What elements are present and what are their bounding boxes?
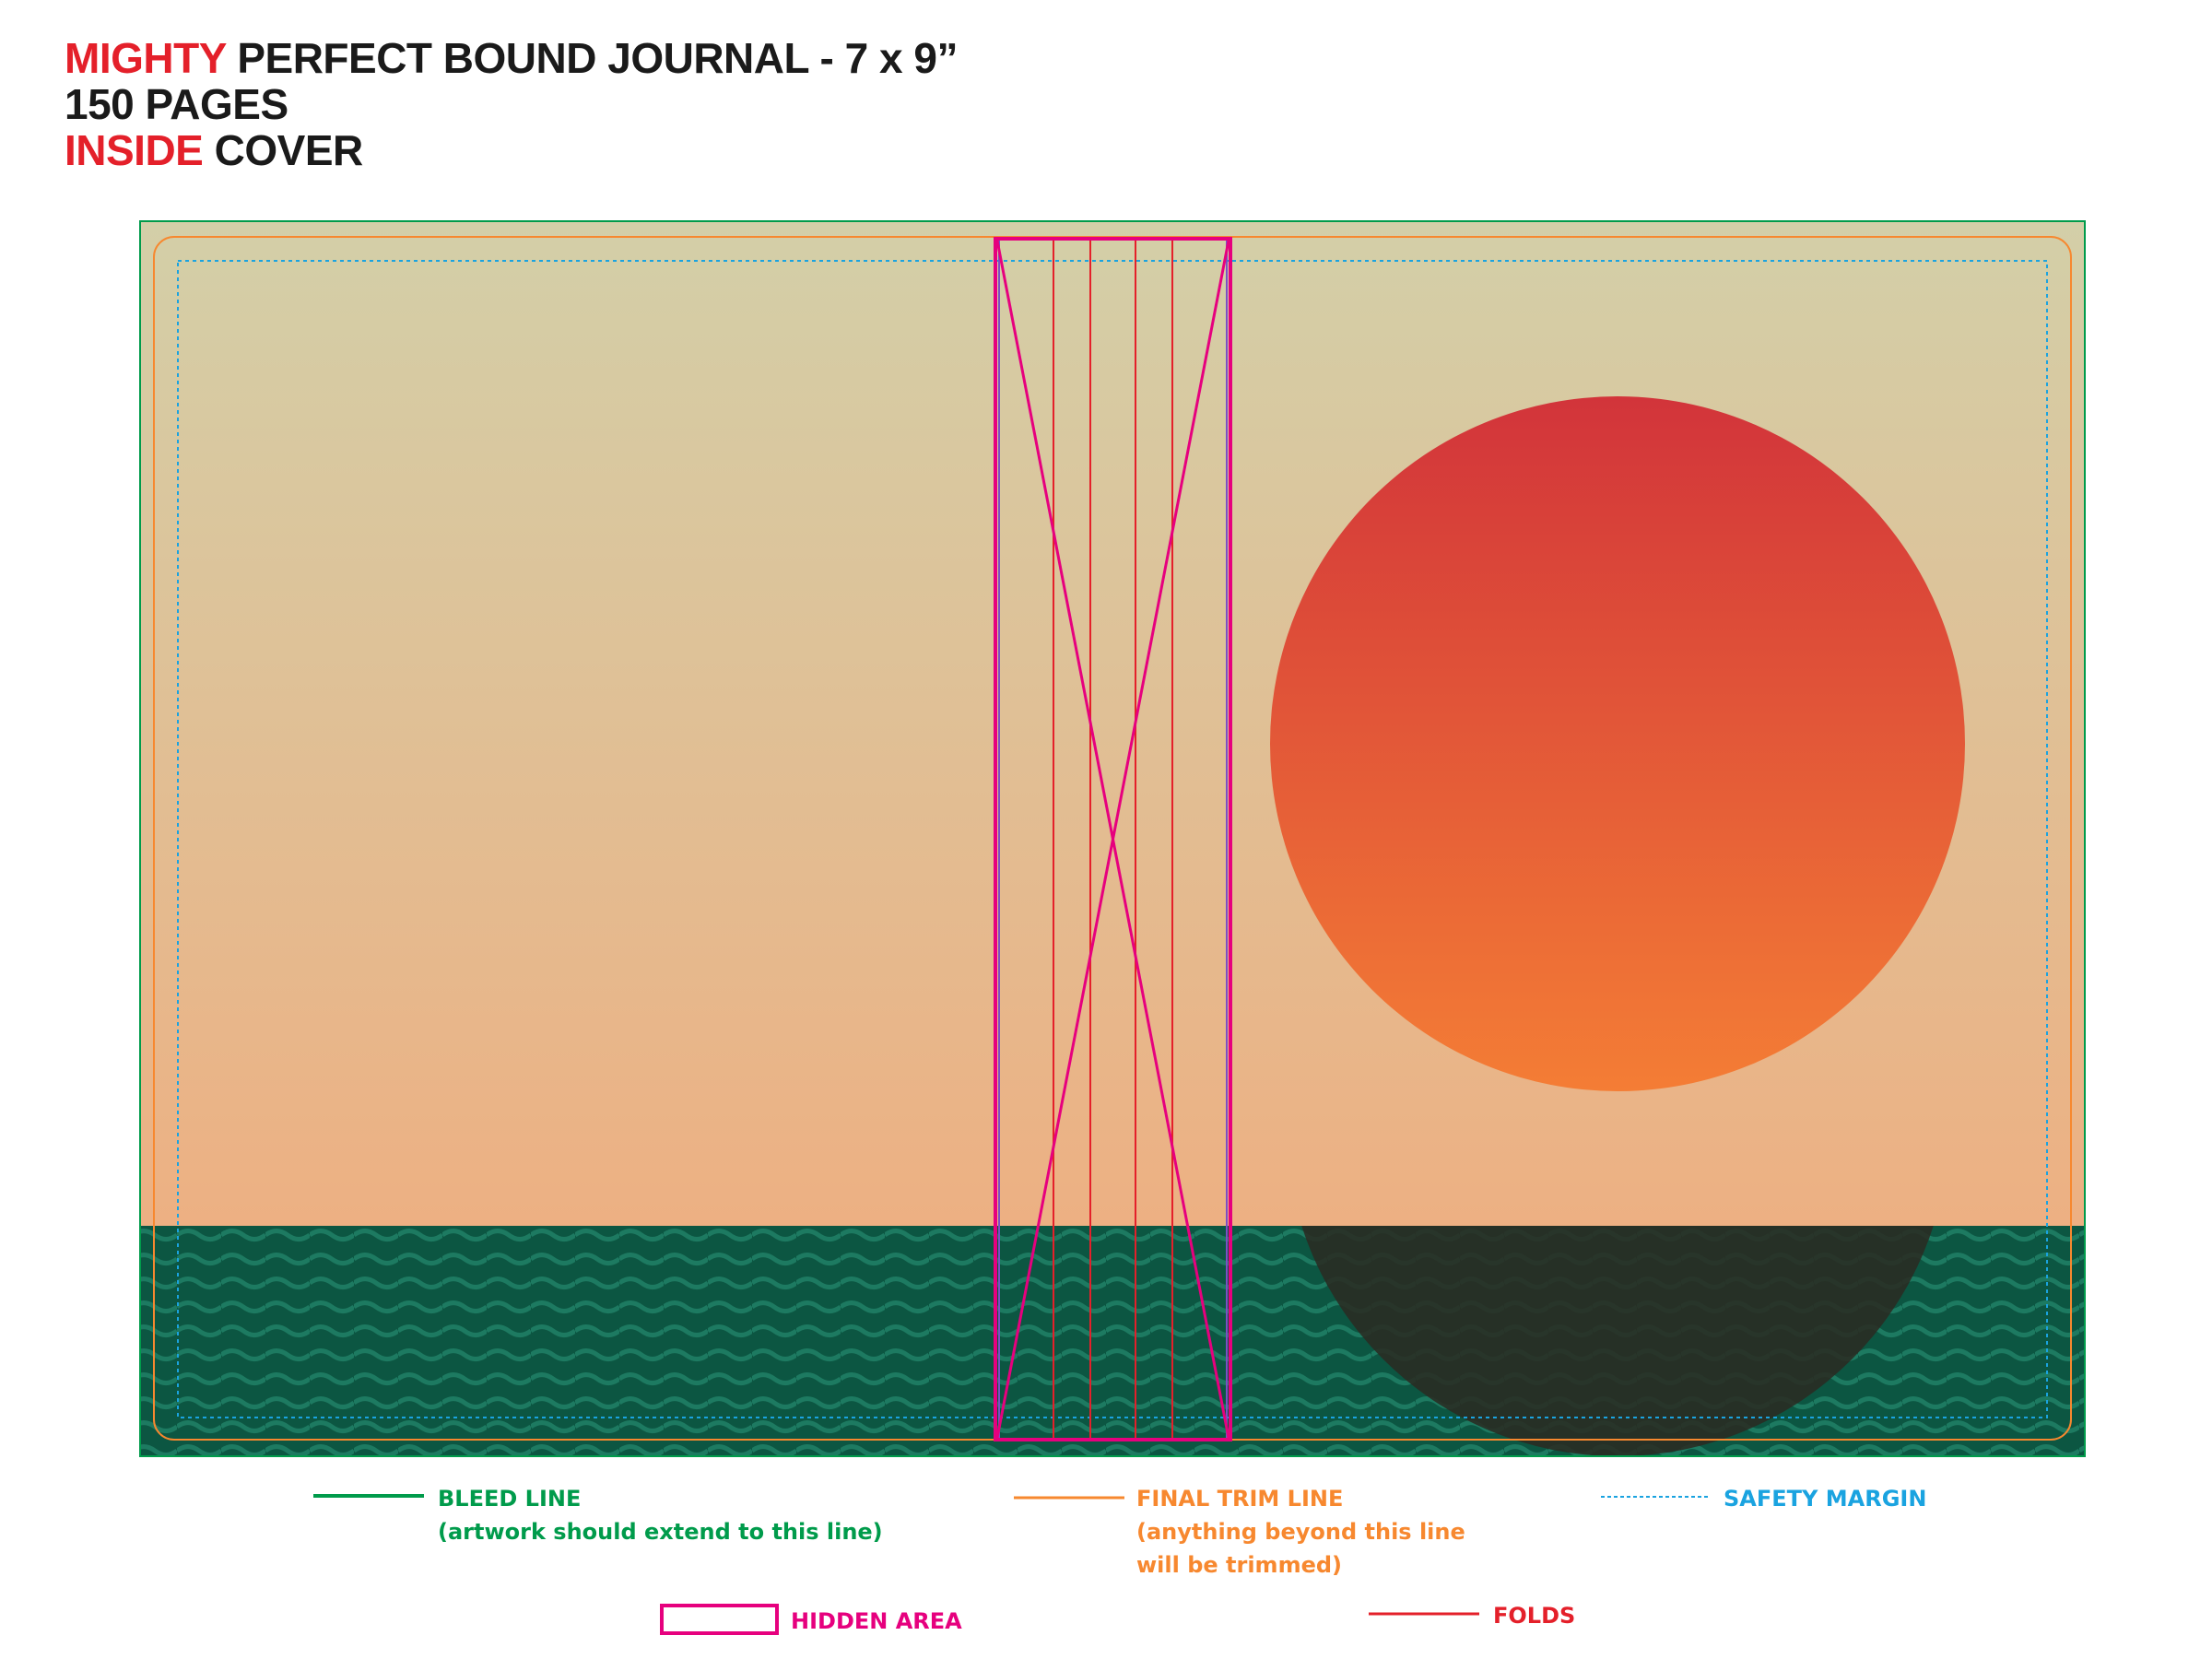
safety-legend-title: SAFETY MARGIN [1724,1486,1926,1512]
trim-legend-note: (anything beyond this line [1136,1519,1465,1545]
bleed-legend-note: (artwork should extend to this line) [438,1519,883,1545]
trim-legend-note: will be trimmed) [1136,1552,1342,1578]
page-header: MIGHTY PERFECT BOUND JOURNAL - 7 x 9” 15… [65,35,958,173]
hidden-legend-title: HIDDEN AREA [791,1608,962,1634]
hidden-area-box [994,237,1232,1441]
sun-circle [1270,396,1965,1091]
header-cover: COVER [203,126,364,174]
trim-legend-title: FINAL TRIM LINE [1136,1486,1343,1512]
header-product: PERFECT BOUND JOURNAL - 7 x 9” [226,34,958,82]
bleed-line [139,220,2086,1457]
header-pages: 150 PAGES [65,80,288,128]
safety-margin-line [177,260,2048,1418]
header-side: INSIDE [65,126,204,174]
header-title: MIGHTY PERFECT BOUND JOURNAL - 7 x 9” [65,35,958,81]
header-brand: MIGHTY [65,34,227,82]
hidden-area-cross [995,240,1230,1439]
bleed-legend-title: BLEED LINE [438,1486,581,1512]
sun-reflection [1301,1226,1934,1456]
hidden-legend-swatch [660,1604,779,1635]
folds-legend-title: FOLDS [1493,1603,1575,1629]
header-cover-side: INSIDE COVER [65,127,958,173]
